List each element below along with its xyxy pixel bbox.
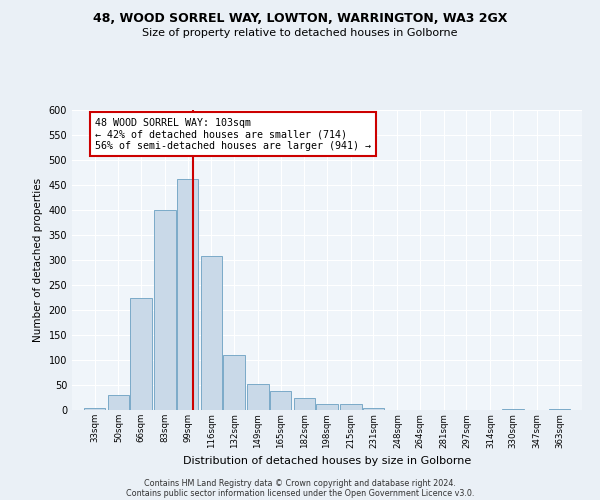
Bar <box>200 256 223 410</box>
Bar <box>340 404 362 410</box>
Bar <box>548 408 571 410</box>
Bar <box>502 408 524 410</box>
Text: 48, WOOD SORREL WAY, LOWTON, WARRINGTON, WA3 2GX: 48, WOOD SORREL WAY, LOWTON, WARRINGTON,… <box>93 12 507 26</box>
Bar <box>176 179 199 410</box>
X-axis label: Distribution of detached houses by size in Golborne: Distribution of detached houses by size … <box>183 456 471 466</box>
Bar <box>247 384 269 410</box>
Bar <box>154 210 176 410</box>
Bar <box>316 404 338 410</box>
Bar <box>269 391 292 410</box>
Bar <box>223 355 245 410</box>
Bar <box>293 398 316 410</box>
Text: Contains public sector information licensed under the Open Government Licence v3: Contains public sector information licen… <box>126 488 474 498</box>
Y-axis label: Number of detached properties: Number of detached properties <box>33 178 43 342</box>
Text: 48 WOOD SORREL WAY: 103sqm
← 42% of detached houses are smaller (714)
56% of sem: 48 WOOD SORREL WAY: 103sqm ← 42% of deta… <box>95 118 371 150</box>
Bar <box>362 408 385 410</box>
Bar <box>107 395 130 410</box>
Text: Contains HM Land Registry data © Crown copyright and database right 2024.: Contains HM Land Registry data © Crown c… <box>144 478 456 488</box>
Text: Size of property relative to detached houses in Golborne: Size of property relative to detached ho… <box>142 28 458 38</box>
Bar <box>83 408 106 410</box>
Bar <box>130 298 152 410</box>
